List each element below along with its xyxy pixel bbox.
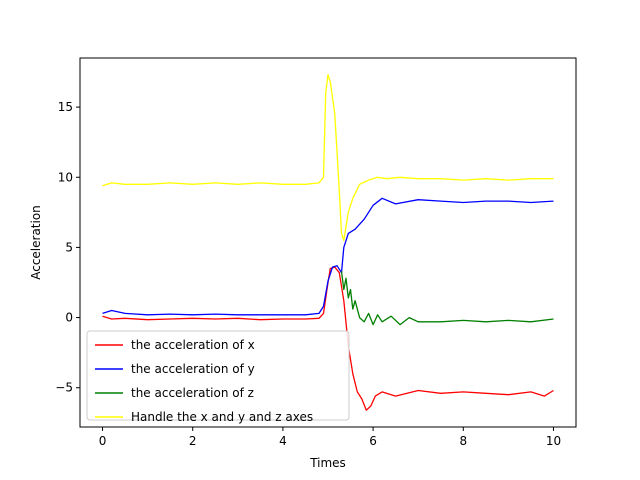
- y-tick-label: 15: [58, 100, 73, 114]
- legend-label: Handle the x and y and z axes: [131, 410, 313, 424]
- x-tick-label: 8: [459, 434, 467, 448]
- plot-frame: [79, 57, 577, 428]
- y-tick-label: −5: [55, 381, 73, 395]
- legend: the acceleration of x the acceleration of…: [86, 330, 350, 424]
- series-line-2: [102, 197, 554, 316]
- y-tick-label: 5: [65, 240, 73, 254]
- series-line-1: [102, 266, 554, 411]
- x-tick-label: 4: [279, 434, 287, 448]
- x-axis-label: Times: [309, 456, 346, 470]
- y-axis-ticks: −5 0 5 10 15: [55, 100, 80, 395]
- series-layer: [102, 74, 554, 411]
- y-tick-label: 0: [65, 311, 73, 325]
- x-tick-label: 6: [369, 434, 377, 448]
- x-axis-ticks: 0 2 4 6 8 10: [99, 427, 561, 448]
- legend-label: the acceleration of y: [131, 362, 255, 376]
- x-tick-label: 2: [189, 434, 197, 448]
- legend-box: [86, 330, 350, 421]
- y-tick-label: 10: [58, 170, 73, 184]
- series-line-3: [340, 271, 554, 326]
- legend-label: the acceleration of x: [131, 338, 255, 352]
- y-axis-label: Acceleration: [29, 205, 43, 280]
- x-tick-label: 10: [546, 434, 561, 448]
- x-tick-label: 0: [99, 434, 107, 448]
- legend-label: the acceleration of z: [131, 386, 254, 400]
- series-line-4: [102, 74, 554, 242]
